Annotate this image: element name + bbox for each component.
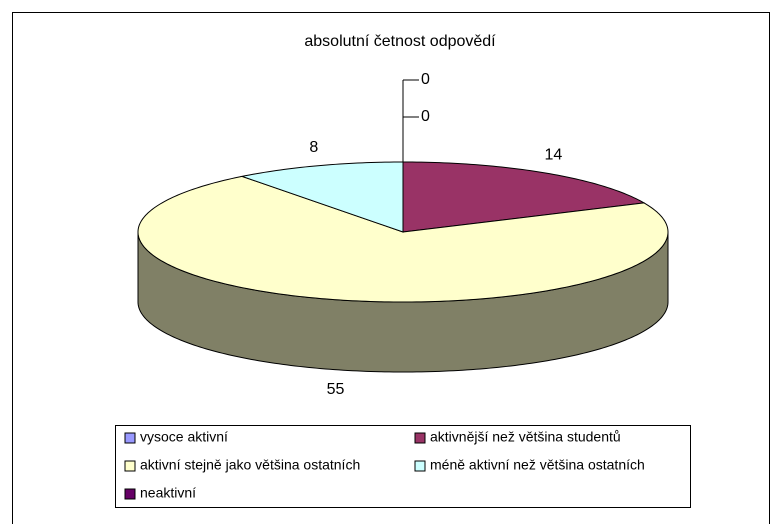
legend-swatch — [124, 488, 136, 500]
chart-title: absolutní četnost odpovědí — [304, 33, 496, 50]
pie-slice — [402, 161, 646, 233]
legend-swatch — [414, 432, 426, 444]
legend-box — [115, 425, 691, 508]
legend-label: aktivnější než většina studentů — [430, 429, 621, 445]
legend-label: aktivní stejně jako většina ostatních — [140, 457, 360, 473]
legend-label: neaktivní — [140, 485, 196, 501]
data-label: 0 — [421, 71, 430, 88]
legend-swatch — [124, 432, 136, 444]
pie-slice — [137, 175, 669, 303]
legend-swatch — [414, 460, 426, 472]
data-label: 0 — [421, 108, 430, 125]
pie-slice — [240, 161, 404, 233]
data-label: 8 — [309, 139, 318, 156]
data-label: 14 — [545, 146, 563, 163]
legend-label: méně aktivní než většina ostatních — [430, 457, 645, 473]
legend-swatch — [124, 460, 136, 472]
data-label: 55 — [327, 381, 345, 398]
legend-label: vysoce aktivní — [140, 429, 228, 445]
